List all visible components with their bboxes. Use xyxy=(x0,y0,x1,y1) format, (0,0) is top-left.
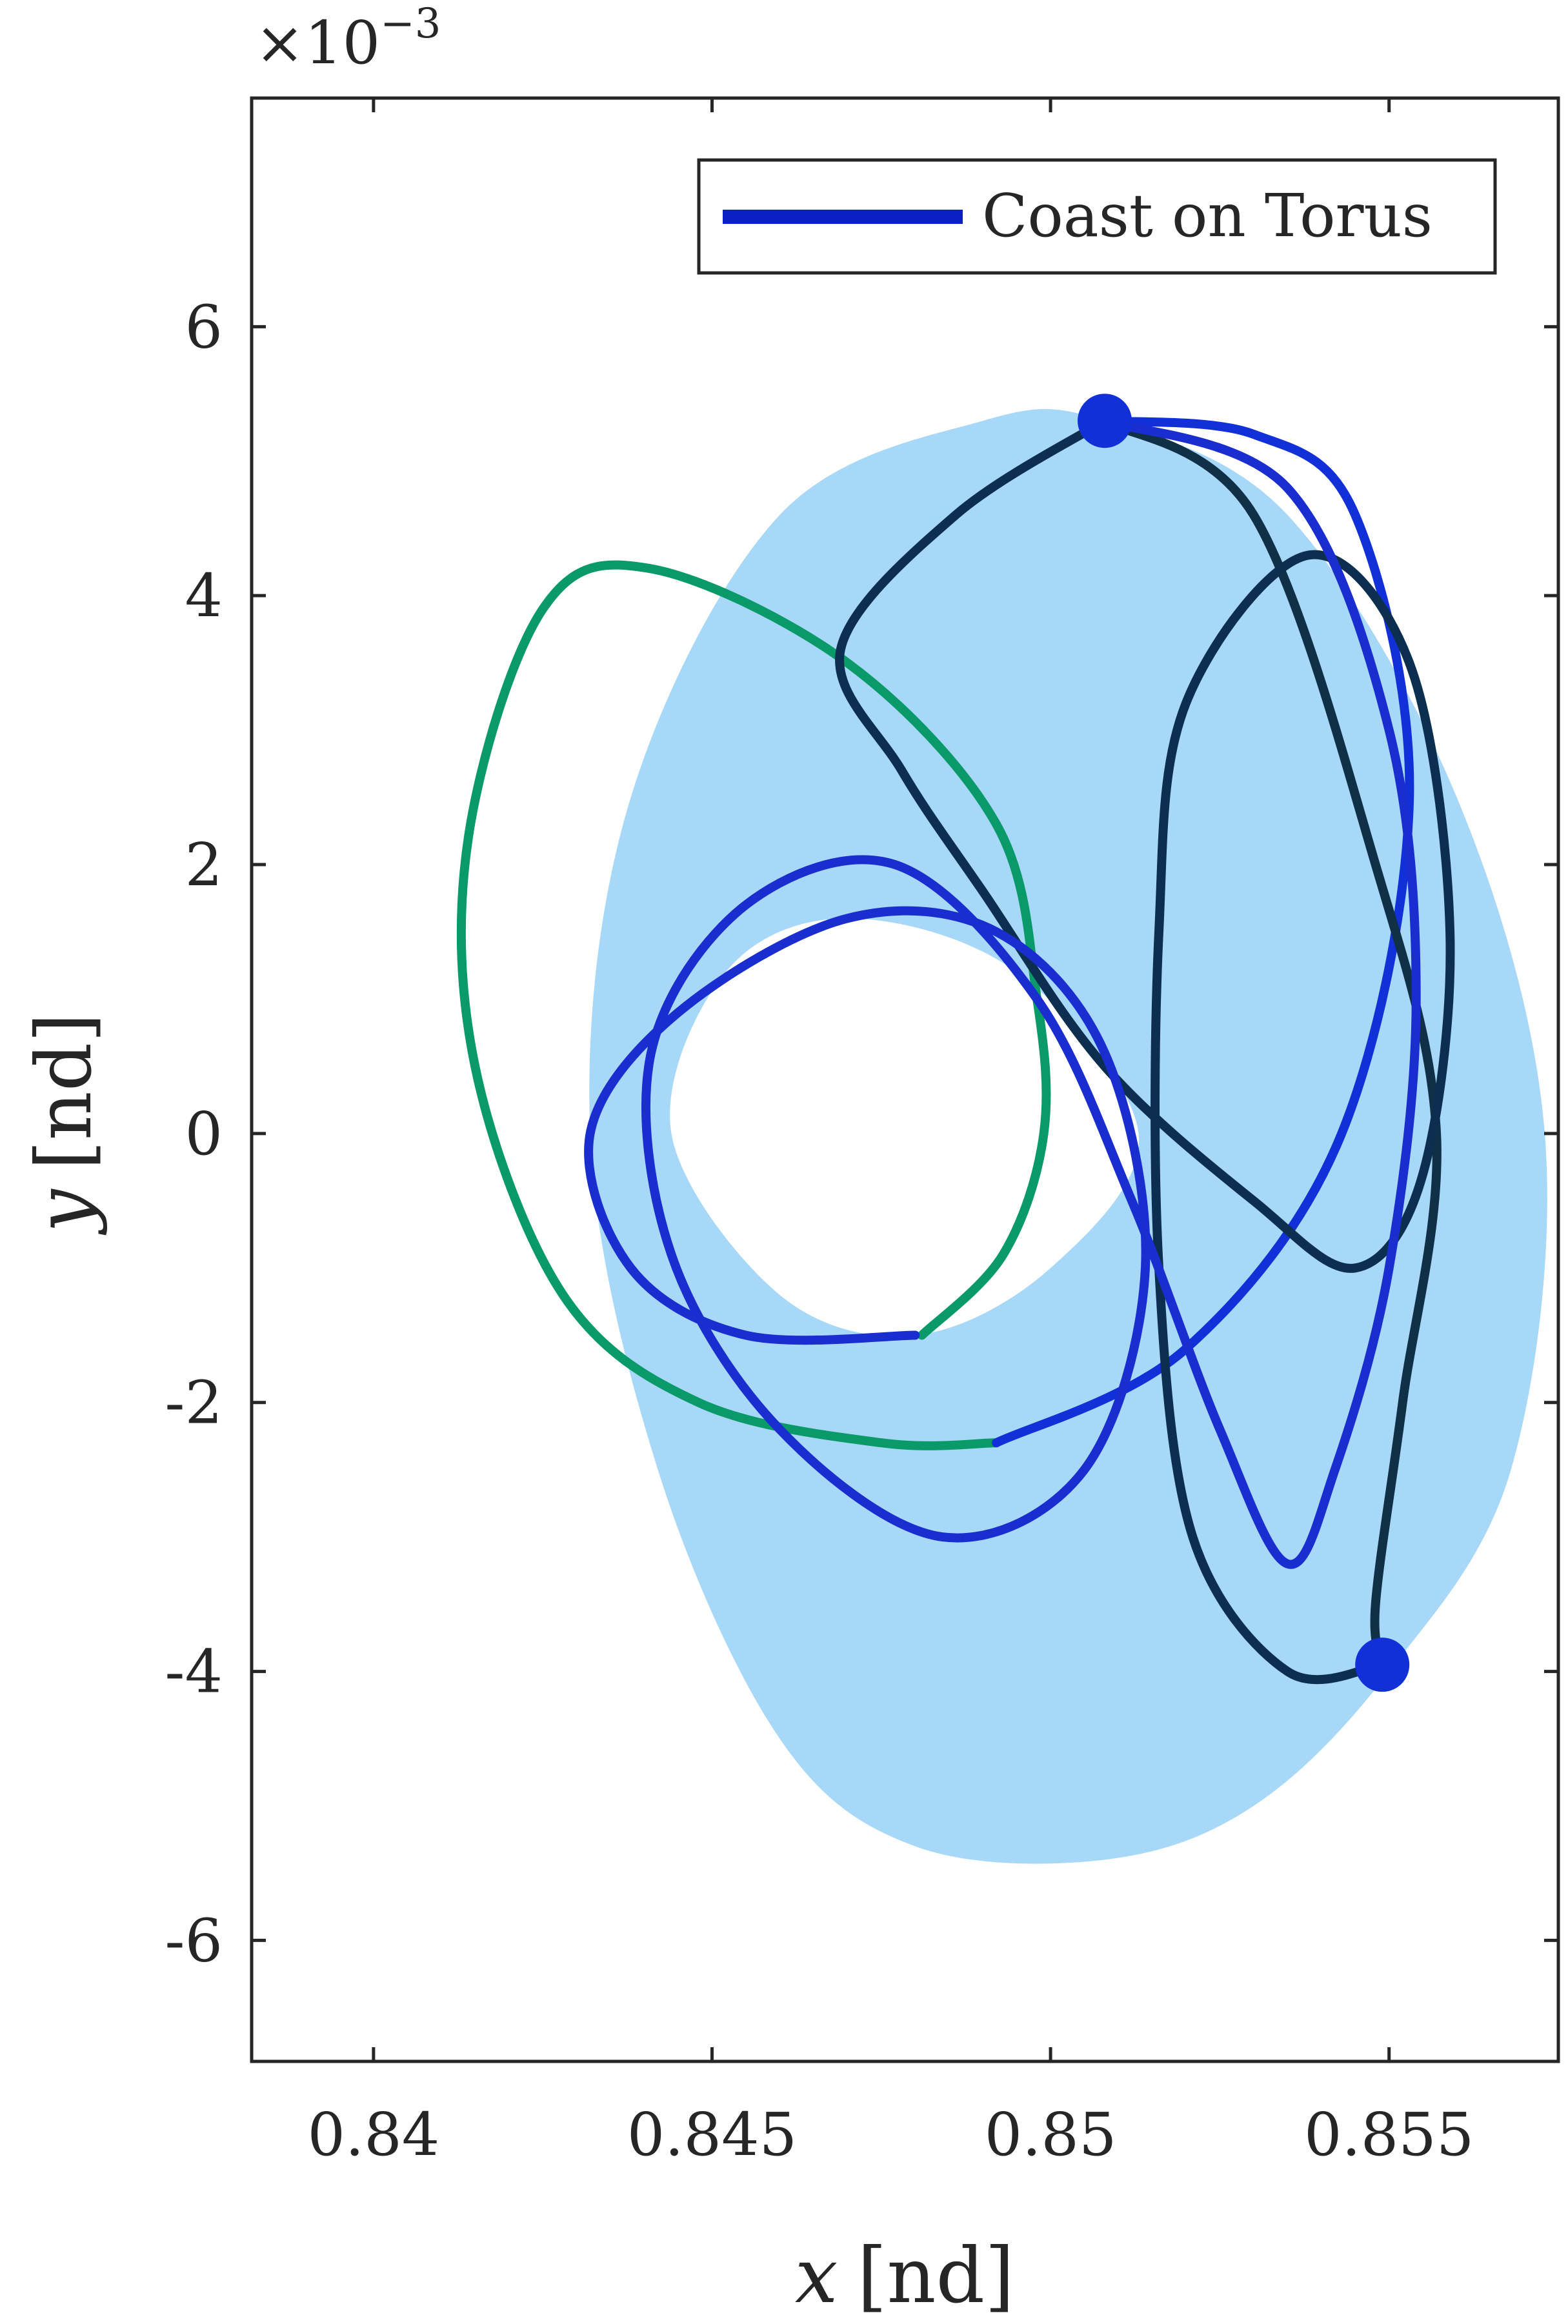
y-tick-label: -4 xyxy=(165,1638,223,1707)
ticks: 0.84 0.845 0.85 0.855 6 4 2 0 -2 -4 -6 xyxy=(165,98,1558,2169)
y-tick-label: 0 xyxy=(185,1099,223,1168)
x-tick-label: 0.84 xyxy=(307,2100,439,2169)
x-tick-label: 0.855 xyxy=(1304,2100,1474,2169)
y-tick-label: 4 xyxy=(185,561,223,630)
axes xyxy=(250,96,1560,2063)
y-tick-label: -6 xyxy=(165,1906,223,1975)
trajectory-marker-2 xyxy=(1355,1638,1410,1692)
x-tick-label: 0.85 xyxy=(985,2100,1117,2169)
trajectory-segment-5 xyxy=(584,416,1421,1569)
x-axis-variable: x xyxy=(795,2231,838,2320)
trajectory-segment-1 xyxy=(456,560,1051,1450)
legend: Coast on Torus xyxy=(697,158,1497,275)
y-tick-label: -2 xyxy=(165,1368,223,1437)
axes-box xyxy=(250,96,1560,2063)
y-axis-unit: [nd] xyxy=(19,1013,108,1170)
y-axis-variable: y xyxy=(19,1188,108,1236)
torus-region xyxy=(589,408,1547,1864)
y-axis-label: y [nd] xyxy=(19,1013,108,1236)
x-axis-label: x [nd] xyxy=(795,2231,1014,2320)
x-axis-unit: [nd] xyxy=(857,2231,1014,2320)
trajectory-marker-1 xyxy=(1078,394,1132,448)
y-tick-label: 6 xyxy=(185,292,223,361)
legend-label: Coast on Torus xyxy=(982,181,1432,250)
y-tick-label: 2 xyxy=(185,830,223,899)
plot-area xyxy=(456,394,1547,1864)
y-multiplier: ×10−3 xyxy=(255,0,441,77)
y-multiplier-exponent: −3 xyxy=(380,0,441,48)
x-tick-label: 0.845 xyxy=(627,2100,797,2169)
y-multiplier-base: ×10 xyxy=(255,8,380,77)
trajectory-segment-3 xyxy=(1100,416,1442,1670)
